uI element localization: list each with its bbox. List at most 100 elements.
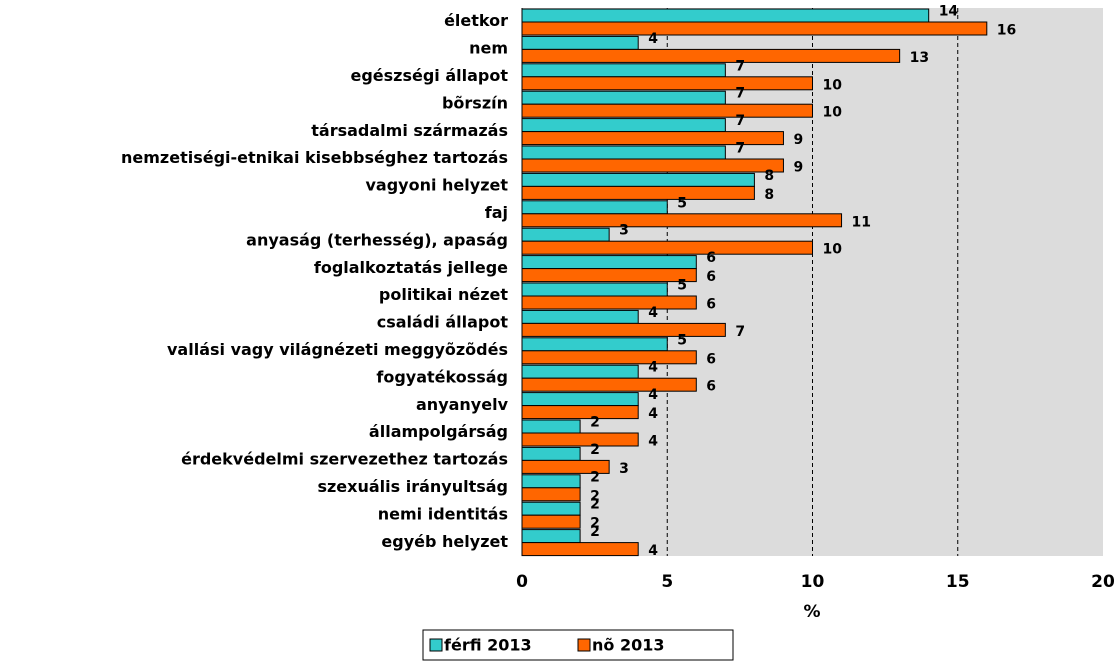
bar	[521, 474, 581, 489]
data-label: 5	[677, 278, 687, 294]
bar	[521, 337, 668, 352]
y-tick-label: nemzetiségi-etnikai kisebbséghez tartozá…	[121, 148, 508, 167]
y-tick-label: anyanyelv	[416, 395, 509, 414]
bar	[521, 227, 610, 242]
x-tick-label: 0	[516, 572, 528, 592]
data-label: 10	[823, 77, 843, 93]
legend-label: férfi 2013	[444, 636, 532, 655]
data-label: 4	[648, 387, 658, 403]
data-label: 6	[706, 379, 716, 395]
data-label: 5	[677, 332, 687, 348]
data-label: 6	[706, 269, 716, 285]
bar	[521, 185, 755, 200]
bar	[521, 487, 581, 502]
legend-label: nõ 2013	[592, 636, 664, 655]
bar	[521, 350, 697, 365]
data-label: 6	[706, 297, 716, 313]
data-label: 3	[619, 223, 629, 239]
y-tick-label: életkor	[444, 11, 508, 30]
bar	[521, 309, 639, 324]
data-label: 9	[793, 132, 803, 148]
bar	[521, 103, 813, 118]
y-tick-label: foglalkoztatás jellege	[314, 258, 508, 277]
data-label: 4	[648, 543, 658, 559]
data-label: 7	[735, 58, 745, 74]
data-label: 14	[939, 4, 959, 20]
bar	[521, 268, 697, 283]
bar	[521, 63, 726, 78]
data-label: 8	[764, 187, 774, 203]
data-label: 6	[706, 351, 716, 367]
bar	[521, 213, 843, 228]
bar	[521, 405, 639, 420]
legend-swatch	[577, 638, 591, 652]
legend-swatch	[429, 638, 443, 652]
bar	[521, 35, 639, 50]
y-tick-label: politikai nézet	[379, 285, 508, 304]
data-label: 5	[677, 195, 687, 211]
data-label: 6	[706, 250, 716, 266]
bar	[521, 322, 726, 337]
data-label: 10	[823, 242, 843, 258]
y-tick-label: szexuális irányultság	[317, 477, 508, 496]
x-tick-label: 20	[1091, 572, 1115, 592]
bar	[521, 172, 755, 187]
y-tick-label: faj	[485, 203, 508, 222]
data-label: 4	[648, 406, 658, 422]
y-tick-label: egészségi állapot	[350, 66, 508, 85]
data-label: 16	[997, 23, 1016, 39]
bar	[521, 48, 901, 63]
bar	[521, 21, 988, 36]
bar	[521, 432, 639, 447]
data-label: 4	[648, 434, 658, 450]
bar	[521, 501, 581, 516]
data-label: 2	[590, 524, 600, 540]
data-label: 2	[590, 488, 600, 504]
bar	[521, 76, 813, 91]
bar	[521, 377, 697, 392]
data-label: 4	[648, 360, 658, 376]
bar	[521, 118, 726, 133]
y-tick-label: bõrszín	[442, 93, 508, 112]
data-label: 10	[823, 105, 843, 121]
y-tick-label: családi állapot	[377, 313, 509, 332]
bar	[521, 392, 639, 407]
data-label: 11	[852, 214, 871, 230]
bar	[521, 459, 610, 474]
y-tick-label: nemi identitás	[378, 504, 508, 523]
y-tick-label: fogyatékosság	[376, 367, 508, 386]
data-label: 4	[648, 31, 658, 47]
data-label: 4	[648, 305, 658, 321]
bar	[521, 446, 581, 461]
data-label: 8	[764, 168, 774, 184]
y-tick-label: anyaság (terhesség), apaság	[246, 230, 508, 249]
bar	[521, 295, 697, 310]
bar	[521, 419, 581, 434]
data-label: 7	[735, 113, 745, 129]
data-label: 13	[910, 50, 929, 66]
y-tick-label: vallási vagy világnézeti meggyõzõdés	[167, 340, 508, 359]
bar	[521, 542, 639, 557]
y-tick-label: állampolgárság	[369, 422, 508, 441]
data-label: 7	[735, 86, 745, 102]
y-tick-label: egyéb helyzet	[381, 532, 508, 551]
bar	[521, 255, 697, 270]
bar	[521, 8, 930, 23]
data-label: 7	[735, 324, 745, 340]
data-label: 2	[590, 442, 600, 458]
x-tick-label: 10	[801, 572, 825, 592]
y-tick-label: érdekvédelmi szervezethez tartozás	[181, 450, 508, 469]
data-label: 9	[793, 160, 803, 176]
x-tick-label: 15	[946, 572, 970, 592]
bar	[521, 240, 813, 255]
x-axis-label: %	[803, 602, 820, 622]
bar	[521, 514, 581, 529]
y-tick-label: társadalmi származás	[311, 121, 508, 140]
bar	[521, 529, 581, 544]
bar	[521, 131, 784, 146]
data-label: 3	[619, 461, 629, 477]
data-label: 2	[590, 516, 600, 532]
data-label: 2	[590, 469, 600, 485]
bar	[521, 200, 668, 215]
